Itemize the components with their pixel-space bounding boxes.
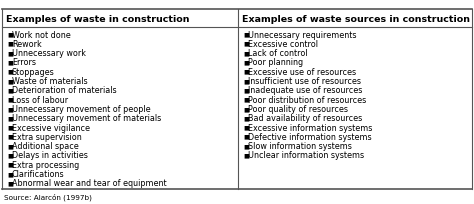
Text: Unnecessary movement of people: Unnecessary movement of people	[12, 104, 151, 113]
Text: ■: ■	[7, 180, 13, 185]
Text: Extra supervision: Extra supervision	[12, 132, 82, 141]
Text: ■: ■	[7, 79, 13, 84]
Text: ■: ■	[7, 162, 13, 167]
Text: Insufficient use of resources: Insufficient use of resources	[248, 77, 361, 86]
Text: ■: ■	[7, 125, 13, 130]
Text: Abnormal wear and tear of equipment: Abnormal wear and tear of equipment	[12, 178, 167, 187]
Text: Excessive use of resources: Excessive use of resources	[248, 68, 356, 76]
Text: ■: ■	[7, 134, 13, 139]
Text: Waste of materials: Waste of materials	[12, 77, 88, 86]
Text: Delays in activities: Delays in activities	[12, 151, 88, 160]
Text: Stoppages: Stoppages	[12, 68, 55, 76]
Text: Excessive vigilance: Excessive vigilance	[12, 123, 90, 132]
Text: ■: ■	[7, 69, 13, 74]
Text: Deterioration of materials: Deterioration of materials	[12, 86, 117, 95]
Text: Errors: Errors	[12, 58, 36, 67]
Text: Unclear information systems: Unclear information systems	[248, 151, 364, 160]
Text: Inadequate use of resources: Inadequate use of resources	[248, 86, 363, 95]
Text: ■: ■	[243, 134, 249, 139]
Text: ■: ■	[7, 32, 13, 37]
Text: Unnecessary movement of materials: Unnecessary movement of materials	[12, 114, 161, 123]
Text: Examples of waste in construction: Examples of waste in construction	[6, 14, 190, 23]
Text: Excessive information systems: Excessive information systems	[248, 123, 373, 132]
Text: ■: ■	[7, 42, 13, 47]
Text: ■: ■	[7, 97, 13, 102]
Text: ■: ■	[7, 51, 13, 56]
Text: Work not done: Work not done	[12, 30, 71, 39]
Text: ■: ■	[243, 69, 249, 74]
Text: Rework: Rework	[12, 40, 42, 49]
Text: ■: ■	[243, 60, 249, 65]
Text: Source: Alarcón (1997b): Source: Alarcón (1997b)	[4, 192, 92, 200]
Text: Additional space: Additional space	[12, 141, 79, 150]
Text: ■: ■	[243, 79, 249, 84]
Text: ■: ■	[7, 106, 13, 111]
Text: ■: ■	[243, 51, 249, 56]
Text: ■: ■	[243, 143, 249, 149]
Text: ■: ■	[243, 153, 249, 158]
Text: ■: ■	[243, 42, 249, 47]
Text: Examples of waste sources in construction: Examples of waste sources in constructio…	[242, 14, 470, 23]
Text: Poor quality of resources: Poor quality of resources	[248, 104, 348, 113]
Text: ■: ■	[243, 116, 249, 121]
Text: ■: ■	[7, 88, 13, 93]
Text: ■: ■	[7, 60, 13, 65]
Text: Clarifications: Clarifications	[12, 169, 64, 178]
Text: Unnecessary work: Unnecessary work	[12, 49, 86, 58]
Text: ■: ■	[243, 106, 249, 111]
Text: ■: ■	[243, 88, 249, 93]
Text: Bad availability of resources: Bad availability of resources	[248, 114, 362, 123]
Text: ■: ■	[7, 116, 13, 121]
Text: ■: ■	[243, 97, 249, 102]
Text: Poor planning: Poor planning	[248, 58, 303, 67]
Text: Loss of labour: Loss of labour	[12, 95, 68, 104]
Text: ■: ■	[243, 125, 249, 130]
Text: ■: ■	[7, 143, 13, 149]
Text: Lack of control: Lack of control	[248, 49, 308, 58]
Text: Unnecessary requirements: Unnecessary requirements	[248, 30, 356, 39]
Text: Excessive control: Excessive control	[248, 40, 318, 49]
Text: ■: ■	[7, 153, 13, 158]
Text: Extra processing: Extra processing	[12, 160, 79, 169]
Text: ■: ■	[243, 32, 249, 37]
Text: ■: ■	[7, 171, 13, 176]
Text: Slow information systems: Slow information systems	[248, 141, 352, 150]
Text: Defective information systems: Defective information systems	[248, 132, 372, 141]
Text: Poor distribution of resources: Poor distribution of resources	[248, 95, 366, 104]
